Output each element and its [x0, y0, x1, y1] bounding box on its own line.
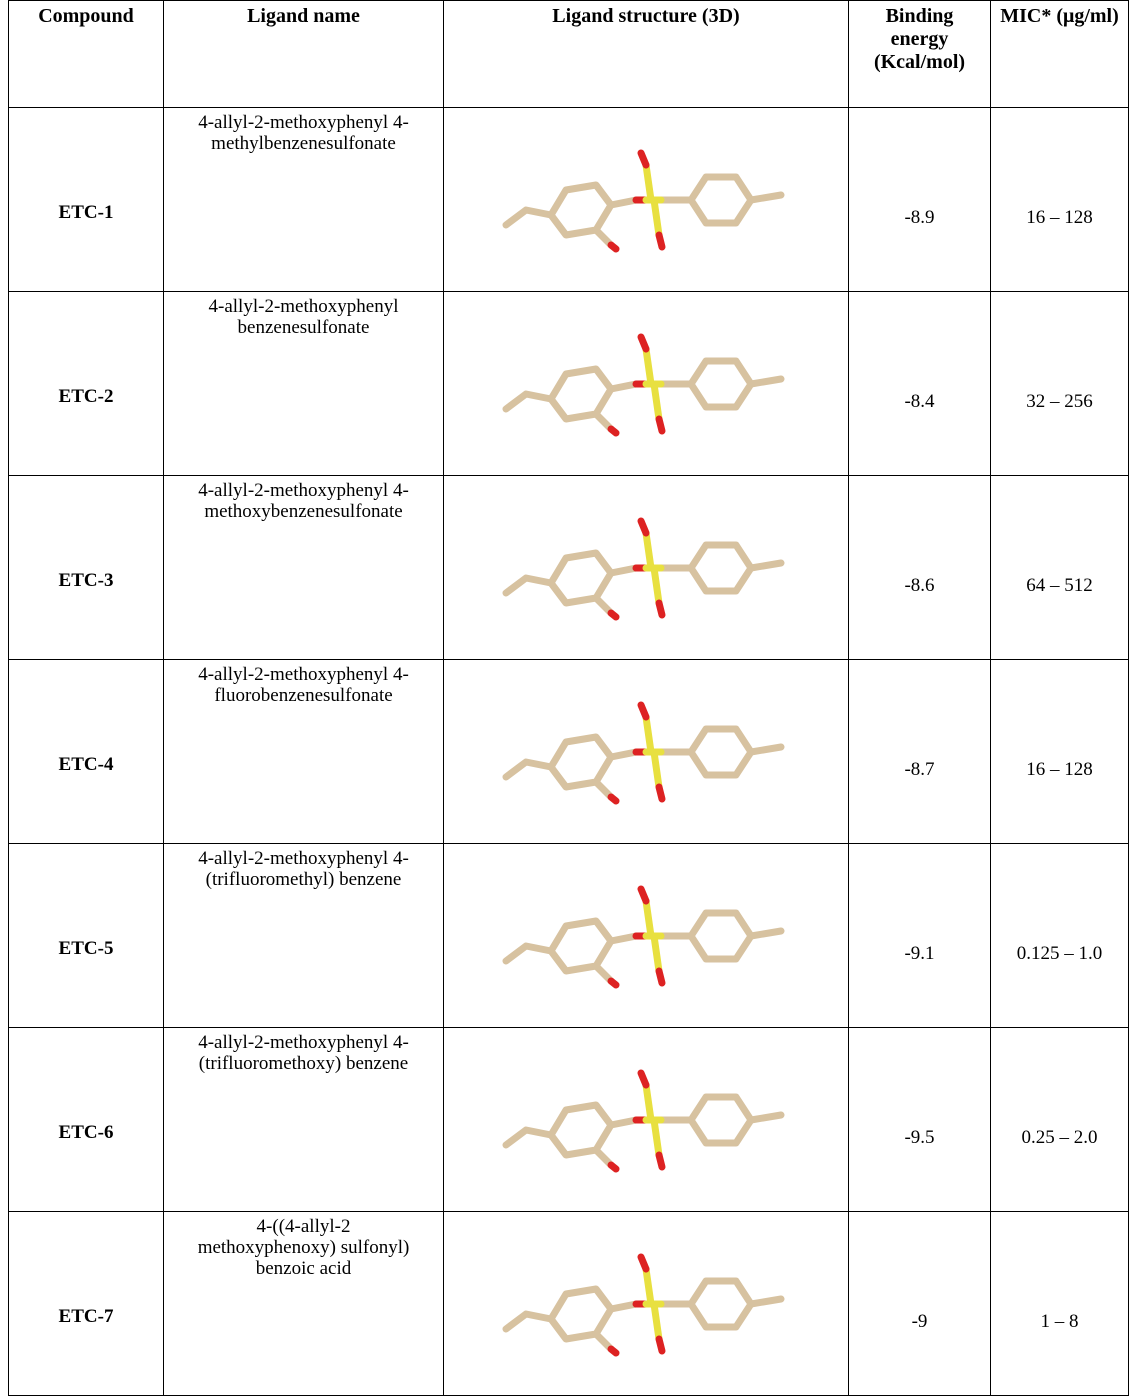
ligand-name-cell: 4-allyl-2-methoxyphenyl benzenesulfonate: [164, 292, 444, 476]
structure-cell: [444, 1028, 849, 1212]
structure-cell: [444, 292, 849, 476]
structure-cell: [444, 1212, 849, 1396]
ligand-name-cell: 4-((4-allyl-2 methoxyphenoxy) sulfonyl) …: [164, 1212, 444, 1396]
compound-cell: ETC-4: [9, 660, 164, 844]
binding-energy-cell: -9.5: [849, 1028, 991, 1212]
header-cell: Binding energy (Kcal/mol): [849, 1, 991, 108]
header-cell: MIC* (μg/ml): [991, 1, 1129, 108]
compound-cell: ETC-7: [9, 1212, 164, 1396]
compound-cell: ETC-2: [9, 292, 164, 476]
binding-energy-cell: -8.7: [849, 660, 991, 844]
ligand-name-cell: 4-allyl-2-methoxyphenyl 4-(trifluorometh…: [164, 844, 444, 1028]
binding-energy-cell: -9: [849, 1212, 991, 1396]
ligand-structure: [496, 881, 796, 991]
header-cell: Ligand structure (3D): [444, 1, 849, 108]
structure-cell: [444, 844, 849, 1028]
binding-energy-cell: -8.6: [849, 476, 991, 660]
header-cell: Ligand name: [164, 1, 444, 108]
mic-cell: 16 – 128: [991, 108, 1129, 292]
compound-cell: ETC-1: [9, 108, 164, 292]
mic-cell: 32 – 256: [991, 292, 1129, 476]
ligand-structure: [496, 1249, 796, 1359]
mic-cell: 0.125 – 1.0: [991, 844, 1129, 1028]
ligand-name-cell: 4-allyl-2-methoxyphenyl 4-methylbenzenes…: [164, 108, 444, 292]
ligand-structure: [496, 1065, 796, 1175]
structure-cell: [444, 660, 849, 844]
ligand-structure: [496, 513, 796, 623]
binding-energy-cell: -8.9: [849, 108, 991, 292]
structure-cell: [444, 476, 849, 660]
compound-cell: ETC-5: [9, 844, 164, 1028]
ligand-name-cell: 4-allyl-2-methoxyphenyl 4-methoxybenzene…: [164, 476, 444, 660]
ligand-structure: [496, 329, 796, 439]
binding-energy-cell: -8.4: [849, 292, 991, 476]
structure-cell: [444, 108, 849, 292]
header-cell: Compound: [9, 1, 164, 108]
ligand-name-cell: 4-allyl-2-methoxyphenyl 4-fluorobenzenes…: [164, 660, 444, 844]
mic-cell: 16 – 128: [991, 660, 1129, 844]
mic-cell: 64 – 512: [991, 476, 1129, 660]
binding-energy-cell: -9.1: [849, 844, 991, 1028]
ligand-structure: [496, 145, 796, 255]
compound-cell: ETC-6: [9, 1028, 164, 1212]
compound-cell: ETC-3: [9, 476, 164, 660]
ligand-structure: [496, 697, 796, 807]
mic-cell: 0.25 – 2.0: [991, 1028, 1129, 1212]
mic-cell: 1 – 8: [991, 1212, 1129, 1396]
ligand-name-cell: 4-allyl-2-methoxyphenyl 4-(trifluorometh…: [164, 1028, 444, 1212]
